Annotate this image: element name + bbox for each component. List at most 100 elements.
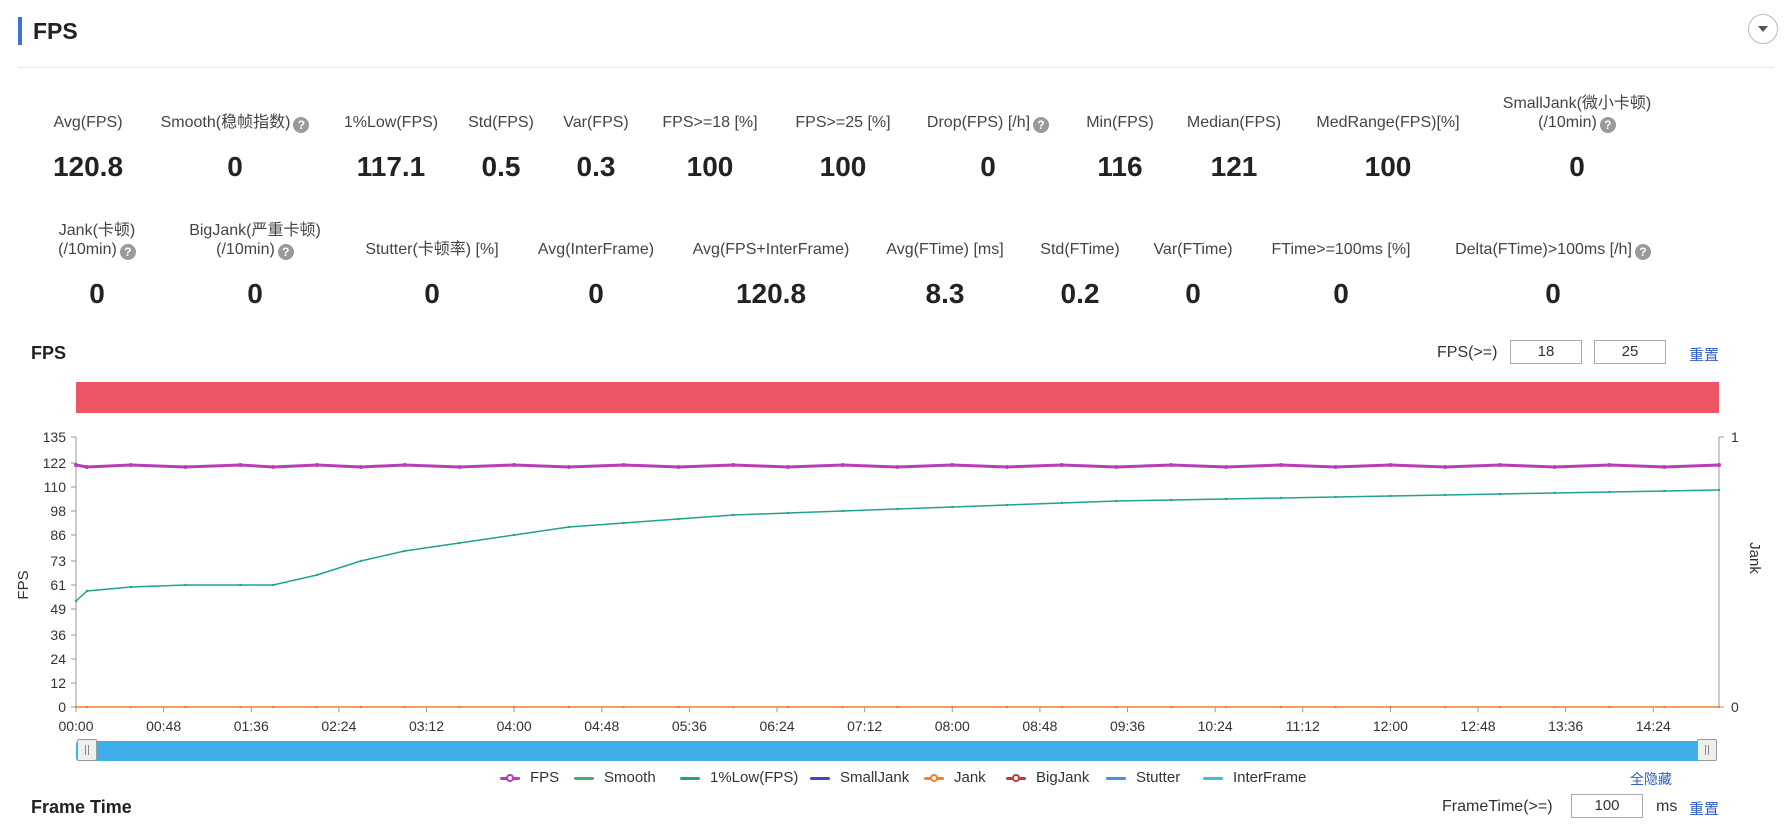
stat-label: BigJank(严重卡顿) (/10min)? — [145, 221, 365, 260]
legend-swatch-icon — [924, 774, 944, 782]
legend-label: InterFrame — [1233, 769, 1307, 786]
stat-label-unit: (/10min) — [58, 241, 117, 258]
data-point — [1388, 463, 1393, 467]
x-tick-label: 06:24 — [759, 718, 794, 734]
data-point — [1552, 465, 1557, 469]
data-point — [402, 463, 407, 467]
data-point — [128, 463, 133, 467]
stat-label: Var(FTime) — [1083, 240, 1303, 259]
y-tick-label: 0 — [58, 699, 66, 715]
data-point — [1443, 705, 1447, 709]
x-tick-label: 03:12 — [409, 718, 444, 734]
stat-label-text: Avg(FPS) — [53, 114, 123, 131]
stat-value: 0 — [227, 151, 243, 182]
stat-r1-8: Min(FPS) 116 — [1010, 113, 1230, 203]
data-point — [1497, 463, 1502, 467]
data-point — [1115, 499, 1118, 503]
data-point — [1608, 490, 1611, 494]
fps-threshold-band — [76, 382, 1719, 413]
stat-r1-9: Median(FPS) 121 — [1124, 113, 1344, 203]
data-point — [1663, 489, 1666, 493]
stat-label-unit: (/10min) — [216, 241, 275, 258]
x-tick-label: 00:48 — [146, 718, 181, 734]
stat-value: 117.1 — [356, 151, 426, 182]
data-point — [1334, 705, 1337, 709]
x-tick-label: 00:00 — [58, 718, 93, 734]
x-tick-label: 04:00 — [497, 718, 532, 734]
data-point — [1279, 496, 1283, 500]
help-icon[interactable]: ? — [1634, 244, 1651, 260]
data-point — [677, 705, 680, 709]
stat-label-text: SmallJank(微小卡顿) — [1502, 95, 1652, 112]
frametime-threshold-input[interactable]: 100 — [1571, 794, 1643, 818]
x-tick-label: 12:00 — [1373, 718, 1408, 734]
help-icon[interactable]: ? — [1033, 117, 1050, 133]
stat-value: 100 — [819, 151, 867, 182]
stat-label-text: 1%Low(FPS) — [343, 114, 439, 131]
data-point — [896, 507, 899, 511]
help-icon[interactable]: ? — [293, 117, 310, 133]
stat-label-text: Stutter(卡顿率) [%] — [365, 241, 499, 258]
stat-value: 0.3 — [576, 151, 616, 182]
x-tick-label: 08:00 — [935, 718, 970, 734]
x-tick-label: 05:36 — [672, 718, 707, 734]
hide-all-link[interactable]: 全隐藏 — [1630, 771, 1672, 787]
collapse-toggle-icon[interactable] — [1748, 14, 1778, 44]
stat-label: Std(FPS) — [391, 113, 611, 132]
data-point — [622, 521, 625, 525]
data-point — [1005, 705, 1009, 709]
data-point — [1717, 488, 1721, 492]
help-icon[interactable]: ? — [119, 244, 136, 260]
data-point — [1170, 498, 1173, 502]
stat-value: 0 — [247, 278, 263, 309]
data-point — [951, 705, 954, 709]
stat-r1-4: Var(FPS) 0.3 — [486, 113, 706, 203]
stat-r1-2: 1%Low(FPS) 117.1 — [281, 113, 501, 203]
stat-r2-0: Jank(卡顿) (/10min)? 0 — [0, 221, 207, 311]
stat-label: FTime>=100ms [%] — [1231, 240, 1451, 259]
stat-label-text: Avg(FTime) [ms] — [886, 241, 1004, 258]
data-point — [512, 463, 517, 467]
fps-reset-link[interactable]: 重置 — [1689, 347, 1720, 364]
data-point — [1224, 497, 1228, 501]
stat-r2-5: Avg(FTime) [ms] 8.3 — [835, 240, 1055, 330]
data-point — [74, 463, 78, 467]
legend-label: Stutter — [1136, 769, 1181, 786]
x-tick-label: 10:24 — [1198, 718, 1233, 734]
time-range-slider[interactable] — [76, 741, 1717, 761]
stat-r2-7: Var(FTime) 0 — [1083, 240, 1303, 330]
slider-handle-left[interactable] — [77, 739, 97, 761]
help-icon[interactable]: ? — [1599, 117, 1616, 133]
stat-r2-9: Delta(FTime)>100ms [/h]? 0 — [1443, 240, 1663, 330]
data-point — [841, 509, 844, 513]
stat-label: Delta(FTime)>100ms [/h]? — [1443, 240, 1663, 260]
data-point — [1662, 465, 1667, 469]
stat-label-text: MedRange(FPS)[%] — [1316, 114, 1460, 131]
frametime-reset-link[interactable]: 重置 — [1689, 801, 1720, 818]
data-point — [315, 573, 319, 577]
slider-handle-right[interactable] — [1697, 739, 1717, 761]
data-point — [271, 583, 275, 587]
data-point — [315, 705, 319, 709]
data-point — [129, 585, 132, 589]
frametime-unit-label: ms — [1656, 798, 1678, 815]
stat-r1-1: Smooth(稳帧指数)? 0 — [125, 113, 345, 203]
legend-swatch-icon — [1006, 774, 1026, 782]
data-point — [1663, 705, 1666, 709]
data-point — [74, 705, 78, 709]
stat-label: Std(FTime) — [970, 240, 1190, 259]
data-point — [1224, 705, 1228, 709]
help-icon[interactable]: ? — [277, 244, 294, 260]
data-point — [129, 705, 132, 709]
stat-label-text: Var(FPS) — [563, 114, 629, 131]
legend-swatch-icon — [1203, 777, 1223, 780]
stat-r1-11: SmallJank(微小卡顿) (/10min)? 0 — [1467, 94, 1687, 184]
stat-r2-8: FTime>=100ms [%] 0 — [1231, 240, 1451, 330]
stat-label: Drop(FPS) [/h]? — [878, 113, 1098, 133]
stat-value: 121 — [1210, 151, 1258, 182]
stat-label: Min(FPS) — [1010, 113, 1230, 132]
y-tick-label: 24 — [50, 651, 66, 667]
fps-threshold-input-2[interactable]: 25 — [1594, 340, 1666, 364]
data-point — [458, 541, 461, 545]
fps-threshold-input-1[interactable]: 18 — [1510, 340, 1582, 364]
